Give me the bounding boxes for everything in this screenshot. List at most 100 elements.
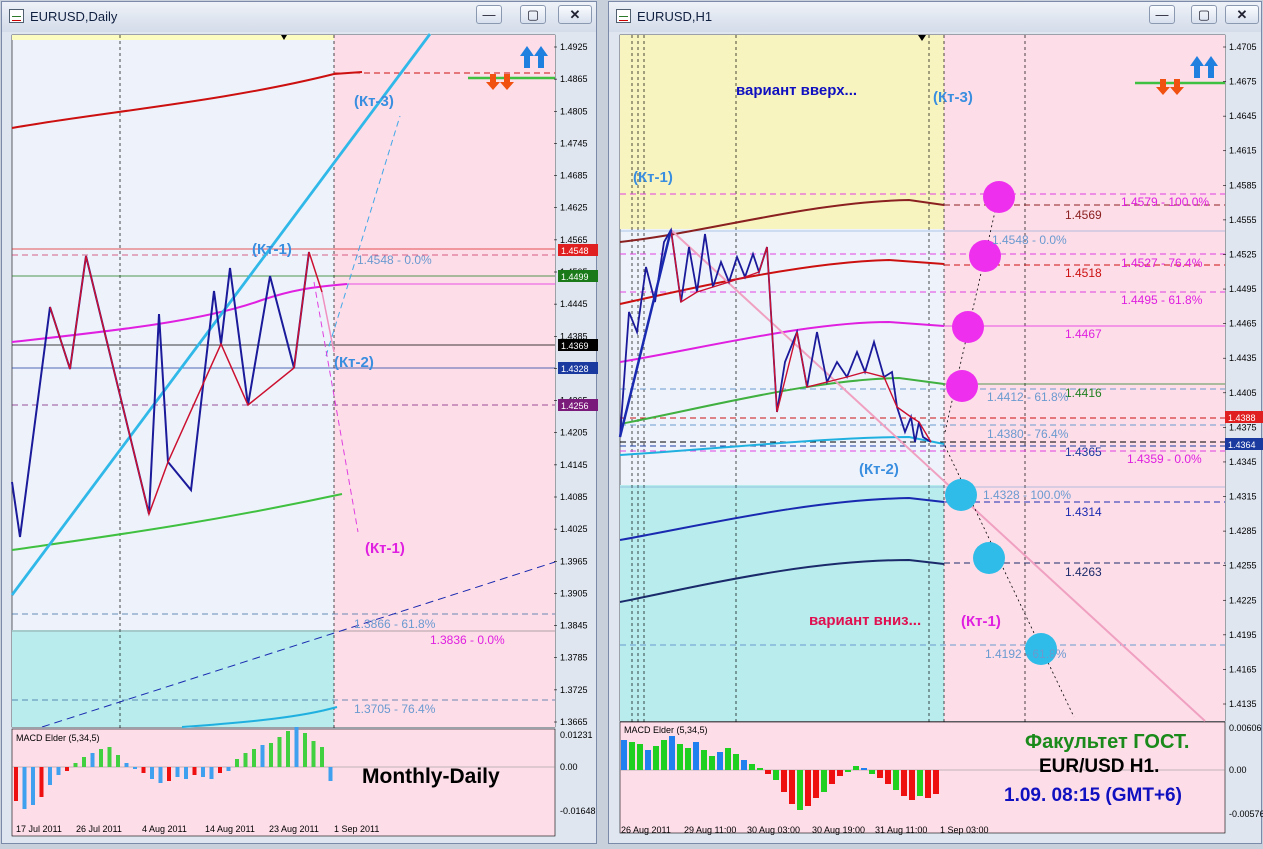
close-button[interactable]: ✕ <box>558 5 592 24</box>
macd-bar <box>192 767 197 775</box>
macd-bar <box>797 770 803 810</box>
macd-bar <box>175 767 180 777</box>
kt3-label: (Кт-3) <box>354 93 394 110</box>
left-macd-tick-zero: 0.00 <box>560 762 578 772</box>
maximize-button[interactable]: ▢ <box>1191 5 1217 24</box>
macd-bar <box>209 767 214 779</box>
kt1-top-label: (Кт-1) <box>252 241 292 258</box>
left-cyan-zone <box>12 630 334 727</box>
right-macd-tick-top: 0.00606 <box>1229 723 1262 733</box>
fib-764-label: 1.3705 - 76.4% <box>354 702 436 716</box>
price-tag-label: 1.4364 <box>1228 440 1256 450</box>
price-tick: 1.4465 <box>1229 319 1257 329</box>
right-chart[interactable]: вариант вверх... вариант вниз... (Кт-1) … <box>609 32 1263 845</box>
fib-label: 1.4548 - 0.0% <box>992 233 1067 247</box>
right-date-axis: 26 Aug 2011 29 Aug 11:00 30 Aug 03:00 30… <box>621 825 989 835</box>
left-top-strip <box>12 35 334 40</box>
macd-bar <box>201 767 205 777</box>
right-window-titlebar[interactable]: EURUSD,H1 — ▢ ✕ <box>609 2 1261 32</box>
macd-bar <box>158 767 163 783</box>
kt1-low-label: (Кт-1) <box>961 613 1001 630</box>
macd-bar <box>709 756 715 770</box>
kt3-label: (Кт-3) <box>933 89 973 106</box>
ma-red <box>619 258 945 305</box>
macd-bar <box>757 768 763 770</box>
macd-bar <box>226 767 231 771</box>
up-arrows-icon <box>1190 56 1218 78</box>
right-macd-tick-zero: 0.00 <box>1229 765 1247 775</box>
chart-window-icon <box>616 9 631 23</box>
maximize-button[interactable]: ▢ <box>520 5 546 24</box>
left-chart[interactable]: (Кт-3) (Кт-1) (Кт-2) (Кт-1) 1.4548 - 0.0… <box>2 32 598 845</box>
kt2-label: (Кт-2) <box>859 461 899 478</box>
macd-bar <box>328 767 333 781</box>
date-tick: 1 Sep 2011 <box>334 824 379 834</box>
macd-bar <box>645 750 651 770</box>
price-tag <box>1225 411 1263 423</box>
right-forecast-zone <box>944 35 1225 721</box>
fib-label: 1.4192 - 61.8% <box>985 647 1067 661</box>
left-price-tags: 1.4548 1.4499 1.4369 1.4328 1.4256 <box>558 244 598 411</box>
target-circles-magenta <box>946 181 1015 402</box>
right-chart-window[interactable]: EURUSD,H1 — ▢ ✕ <box>608 1 1263 845</box>
price-tick: 1.4685 <box>560 171 588 181</box>
caption-time: 1.09. 08:15 (GMT+6) <box>1004 785 1182 806</box>
macd-bar <box>741 760 747 770</box>
macd-bar <box>311 741 316 767</box>
macd-bar <box>133 767 137 769</box>
price-tick: 1.4865 <box>560 74 588 84</box>
macd-bar <box>116 755 120 767</box>
price-tick: 1.4615 <box>1229 146 1257 156</box>
macd-bar <box>669 736 675 770</box>
price-tick: 1.4345 <box>1229 457 1257 467</box>
price-tag-label: 1.4548 <box>561 246 589 256</box>
left-price-axis: 1.4925 1.4865 1.4805 1.4745 1.4685 1.4625 1.45… <box>554 42 588 727</box>
macd-bar <box>765 770 771 774</box>
macd-bar <box>925 770 931 798</box>
minimize-button[interactable]: — <box>1149 5 1175 24</box>
macd-bar <box>629 742 635 770</box>
shift-marker-icon <box>918 35 926 41</box>
macd-bar <box>861 768 867 770</box>
macd-bar <box>733 754 739 770</box>
price-tick: 1.4555 <box>1229 215 1257 225</box>
macd-bar <box>99 749 103 767</box>
macd-bar <box>243 753 248 767</box>
left-chart-window[interactable]: EURUSD,Daily — ▢ ✕ <box>1 1 598 845</box>
price-tick: 1.4195 <box>1229 630 1257 640</box>
close-button[interactable]: ✕ <box>1225 5 1259 24</box>
target-circle <box>945 479 977 511</box>
price-tick: 1.4255 <box>1229 561 1257 571</box>
price-tick: 1.4745 <box>560 138 588 148</box>
left-macd-title: MACD Elder (5,34,5) <box>16 733 100 743</box>
price-tick: 1.4165 <box>1229 664 1257 674</box>
target-circle <box>983 181 1015 213</box>
ma-cyan <box>619 435 945 456</box>
date-tick: 29 Aug 11:00 <box>684 825 736 835</box>
macd-bar <box>917 770 923 796</box>
price-tick: 1.4565 <box>560 235 588 245</box>
macd-bar <box>885 770 891 784</box>
date-tick: 4 Aug 2011 <box>142 824 187 834</box>
price-tick: 1.3965 <box>560 556 588 566</box>
ma-navy <box>619 558 945 603</box>
fib-label: 1.4579 - 100.0% <box>1121 195 1209 209</box>
target-circle <box>946 370 978 402</box>
price-tag-label: 1.4499 <box>561 272 589 282</box>
macd-bar <box>781 770 787 792</box>
macd-bar <box>107 747 112 767</box>
price-tag-label: 1.4256 <box>561 401 589 411</box>
minimize-button[interactable]: — <box>476 5 502 24</box>
macd-bar <box>73 763 78 767</box>
zigzag-down-legs <box>49 251 323 517</box>
macd-bar <box>141 767 146 773</box>
price-tag <box>558 244 598 256</box>
shift-marker-icon <box>281 35 287 40</box>
macd-bar <box>813 770 819 798</box>
left-window-titlebar[interactable]: EURUSD,Daily — ▢ ✕ <box>2 2 596 32</box>
macd-bar <box>685 748 691 770</box>
target-circle <box>969 240 1001 272</box>
left-vertical-separators <box>119 35 335 836</box>
date-tick: 1 Sep 03:00 <box>940 825 989 835</box>
macd-bar <box>22 767 27 809</box>
